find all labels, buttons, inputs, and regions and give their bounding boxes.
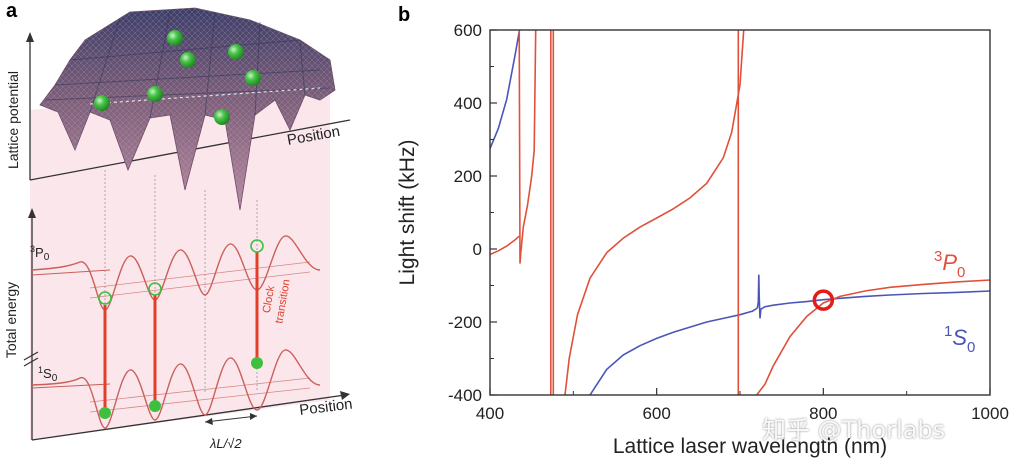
upper-band-line (89, 261, 311, 289)
atom (180, 52, 196, 68)
upper-level-line (31, 269, 111, 276)
top-y-arrow (26, 32, 34, 42)
x-tick-label: 400 (476, 404, 504, 423)
lower-potential-curve (31, 349, 321, 429)
excited-atom (148, 282, 162, 296)
panel-a: a Lattice potential Position (0, 0, 370, 469)
top-ylabel: Lattice potential (5, 71, 21, 169)
clock-label-1: Clock (261, 284, 278, 314)
series-3P0-segment (518, 30, 522, 264)
ground-atom (149, 400, 161, 412)
bottom-ylabel: Total energy (3, 282, 19, 358)
y-tick-label: 0 (473, 240, 482, 259)
excited-atom (98, 291, 112, 305)
lower-level-line (31, 383, 111, 389)
spacing-label: λL/√2 (209, 436, 242, 451)
panel-a-figure: Lattice potential Position (3, 7, 353, 451)
watermark: 知乎 @Thorlabs (762, 416, 946, 444)
series-label-1S0: 1S0 (944, 323, 975, 356)
x-tick-label: 800 (809, 404, 837, 423)
y-tick-label: 600 (454, 21, 482, 40)
y-tick-label: -200 (448, 313, 482, 332)
series-label-3P0: 3P0 (934, 248, 965, 281)
series-1S0-segment (756, 274, 990, 319)
series-1S0-segment (490, 30, 521, 149)
series-3P0-segment (564, 30, 745, 395)
spacing-indicator (204, 413, 258, 425)
atom (245, 70, 261, 86)
ground-atom (251, 357, 263, 369)
magic-wavelength-marker (812, 289, 835, 311)
clock-transitions (98, 239, 264, 419)
atom (147, 86, 163, 102)
upper-level-label: 3P0 (30, 244, 50, 263)
axis-break-icon (23, 351, 39, 367)
lattice-surface (39, 7, 336, 211)
light-shift-chart: 400 600 800 1000 -400 -200 0 200 400 600 Lattice l… (396, 21, 1009, 458)
panel-b-letter: b (398, 4, 411, 26)
y-tick-label: 200 (454, 167, 482, 186)
ground-atom (99, 407, 111, 419)
lower-level-label: 1S0 (38, 365, 58, 384)
excited-atom (250, 239, 264, 253)
x-tick-label: 1000 (971, 404, 1009, 423)
x-tick-label: 600 (642, 404, 670, 423)
atom (228, 44, 244, 60)
y-tick-label: 400 (454, 94, 482, 113)
atom (167, 30, 183, 46)
y-tick-label: -400 (448, 386, 482, 405)
bottom-xlabel: Position (298, 396, 353, 419)
x-axis-label: Lattice laser wavelength (nm) (613, 435, 887, 458)
bottom-x-arrow (340, 391, 350, 400)
atom (214, 109, 230, 125)
lower-band-line (89, 387, 311, 413)
bottom-y-arrow (28, 208, 36, 218)
panel-a-letter: a (6, 0, 18, 22)
upper-band-line (89, 271, 311, 299)
bottom-x-axis (31, 394, 346, 441)
panel-b: b 400 600 800 1000 -400 -200 0 200 400 600 Lattice… (370, 0, 1016, 469)
surface-atoms (94, 30, 261, 125)
series-3P0-segment (520, 30, 537, 253)
atom (94, 95, 110, 111)
y-axis-label: Light shift (kHz) (396, 140, 419, 286)
lower-band-line (89, 377, 311, 403)
series-1S0-segment (589, 307, 758, 395)
series-3P0-segment (490, 235, 520, 256)
